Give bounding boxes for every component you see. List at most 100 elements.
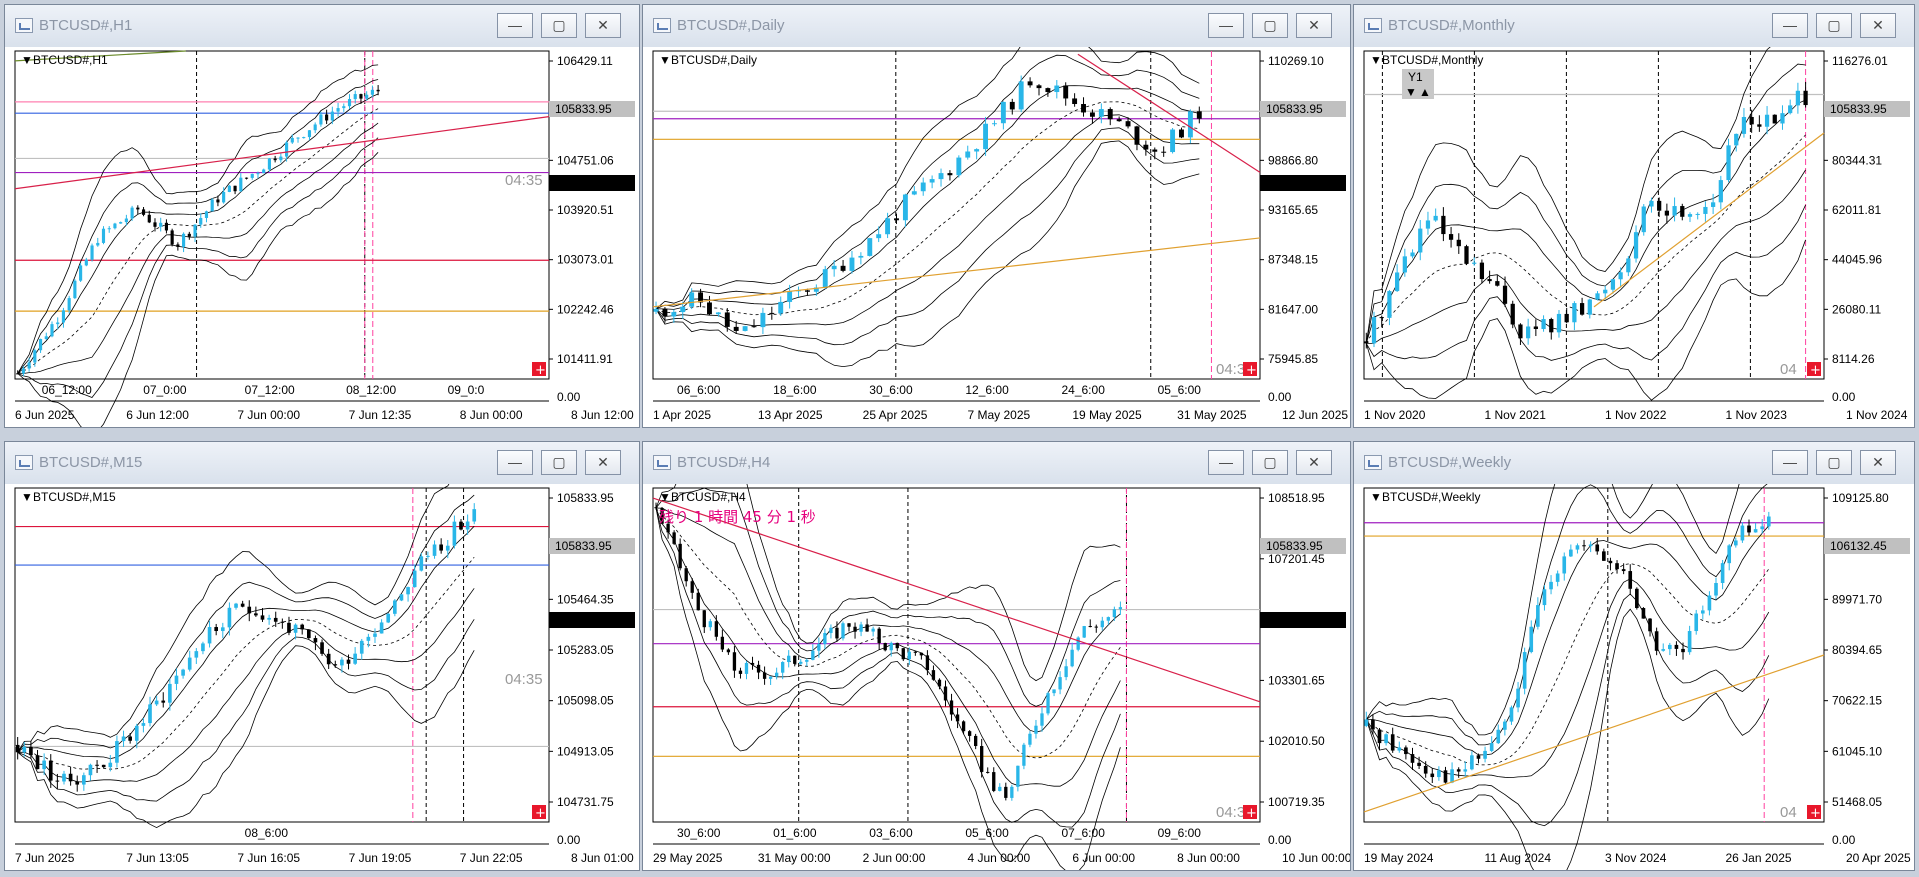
maximize-button[interactable]: ▢ [1252,13,1288,38]
candle [1569,544,1573,558]
triangle-down-icon[interactable]: ▼ [1370,490,1382,504]
candle [1472,257,1477,266]
minimize-button[interactable]: — [1208,450,1244,475]
trendline[interactable] [1077,53,1261,173]
candle [1734,133,1739,152]
close-button[interactable]: ✕ [585,450,621,475]
chart-window-icon [15,18,33,33]
minimize-button[interactable]: — [497,450,533,475]
candle [1152,147,1158,160]
chart-window-h1[interactable]: BTCUSD#,H1— ▢ ✕ ▼ BTCUSD#,H1 04:35 +106429.11 1… [4,4,640,428]
candle [889,641,893,657]
candle [931,665,936,681]
chart-canvas[interactable]: ▼BTCUSD#,Weekly04+109125.8099548.7589971… [1354,484,1915,871]
chart-canvas[interactable]: ▼BTCUSD#,H104:35+106429.11105598.5610475… [5,47,640,428]
window-titlebar[interactable]: BTCUSD#,Daily — ▢ ✕ [643,5,1350,48]
minimize-button[interactable]: — [1772,13,1808,38]
price-badge-label: 105833.95 [555,539,612,553]
trade-button[interactable]: + [1243,805,1257,821]
candle [672,530,676,545]
candle [907,647,911,665]
window-titlebar[interactable]: BTCUSD#,Monthly — ▢ ✕ [1354,5,1914,48]
triangle-down-icon[interactable]: ▼ [21,490,33,504]
trade-button[interactable]: + [1243,362,1257,378]
maximize-button[interactable]: ▢ [541,450,577,475]
chart-window-m15[interactable]: BTCUSD#,M15— ▢ ✕ ▼ BTCUSD#,M15 04:35 +105833.9… [4,441,640,871]
window-titlebar[interactable]: BTCUSD#,Weekly — ▢ ✕ [1354,442,1914,485]
candle [1364,332,1369,349]
candle [330,106,334,125]
candle [1437,766,1441,781]
candle [1082,625,1086,639]
date-label: 6 Jun 00:00 [1072,851,1135,865]
period-up-icon[interactable]: ▲ [1419,85,1431,99]
plus-icon: + [1246,806,1257,821]
close-button[interactable]: ✕ [1860,450,1896,475]
bollinger-lower-band [17,588,475,783]
y-edge-label: 0.00 [1832,390,1856,404]
trade-button[interactable]: + [1807,805,1821,821]
candle [961,720,966,735]
candle [986,767,990,774]
close-button[interactable]: ✕ [1860,13,1896,38]
date-label: 13 Apr 2025 [758,408,823,422]
y-tick-label: 102242.46 [557,302,614,316]
chart-canvas[interactable]: ▼BTCUSD#,Daily04:35+110269.10104944.1598… [643,47,1351,428]
close-button[interactable]: ✕ [1296,13,1332,38]
maximize-button[interactable]: ▢ [541,13,577,38]
candle [1602,548,1606,561]
candle [992,767,996,793]
price-badge-bid: 105833.95 [1824,101,1910,117]
maximize-button[interactable]: ▢ [1252,450,1288,475]
period-down-icon[interactable]: ▼ [1405,85,1417,99]
candle [239,173,243,193]
chart-window-monthly[interactable]: BTCUSD#,Monthly — ▢ ✕ ▼ BTCUSD#,Monthly Y1 ▼ ▲ 04… [1353,4,1915,428]
minimize-button[interactable]: — [1772,450,1808,475]
triangle-down-icon[interactable]: ▼ [21,53,33,67]
candle [823,628,827,650]
triangle-down-icon[interactable]: ▼ [659,53,671,67]
bollinger-lower-band [655,140,1200,368]
minimize-icon: — [1219,454,1233,470]
window-titlebar[interactable]: BTCUSD#,H1 — ▢ ✕ [5,5,639,48]
triangle-down-icon[interactable]: ▼ [659,490,671,504]
bollinger-upper-band [17,494,475,753]
candle [1579,297,1585,316]
minimize-button[interactable]: — [497,13,533,38]
chart-window-weekly[interactable]: BTCUSD#,Weekly — ▢ ✕ ▼ BTCUSD#,Weekly 04 +10912… [1353,441,1915,871]
chart-window-daily[interactable]: BTCUSD#,Daily — ▢ ✕ ▼ BTCUSD#,Daily 04:35 +1102… [642,4,1351,428]
candle [194,648,199,664]
candle [901,647,905,662]
period-widget[interactable]: Y1▼ ▲ [1402,69,1434,99]
candle [201,641,205,655]
close-button[interactable]: ✕ [585,13,621,38]
candle [1764,106,1770,135]
y-edge-label: 0.00 [557,390,581,404]
window-titlebar[interactable]: BTCUSD#,M15 — ▢ ✕ [5,442,639,485]
trade-button[interactable]: + [532,362,546,378]
window-titlebar[interactable]: BTCUSD#,H4 — ▢ ✕ [643,442,1350,485]
chart-canvas[interactable]: ▼BTCUSD#,M1504:35+105833.95105649.351054… [5,484,640,871]
trade-button[interactable]: + [1807,362,1821,378]
triangle-down-icon[interactable]: ▼ [1370,53,1382,67]
candle [726,648,731,655]
minimize-button[interactable]: — [1208,13,1244,38]
chart-window-h4[interactable]: BTCUSD#,H4— ▢ ✕ ▼ BTCUSD#,H4 残り 1 時間 45 分 1 秒… [642,441,1351,871]
date-label: 29 May 2025 [653,851,723,865]
candle [883,642,887,652]
trade-button[interactable]: + [532,805,546,821]
candle [1766,511,1771,530]
trendline[interactable] [14,116,550,190]
trendline[interactable] [652,497,1261,703]
maximize-button[interactable]: ▢ [1816,13,1852,38]
close-button[interactable]: ✕ [1296,450,1332,475]
maximize-button[interactable]: ▢ [1816,450,1852,475]
candle [724,308,730,332]
chart-canvas[interactable]: ▼BTCUSD#,MonthlyY1▼▲04+116276.0198310.16… [1354,47,1915,428]
trendline-secondary[interactable] [14,50,186,62]
candle [949,693,954,721]
candle [365,91,369,101]
candle [778,296,784,316]
candle [1710,193,1716,214]
